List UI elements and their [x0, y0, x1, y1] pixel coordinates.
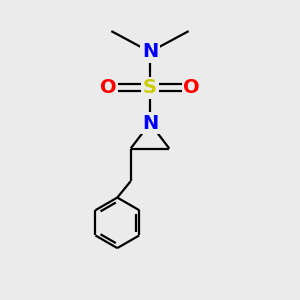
Text: N: N [142, 114, 158, 133]
Text: O: O [183, 78, 200, 97]
Text: O: O [100, 78, 117, 97]
Text: S: S [143, 78, 157, 97]
Text: N: N [142, 42, 158, 62]
